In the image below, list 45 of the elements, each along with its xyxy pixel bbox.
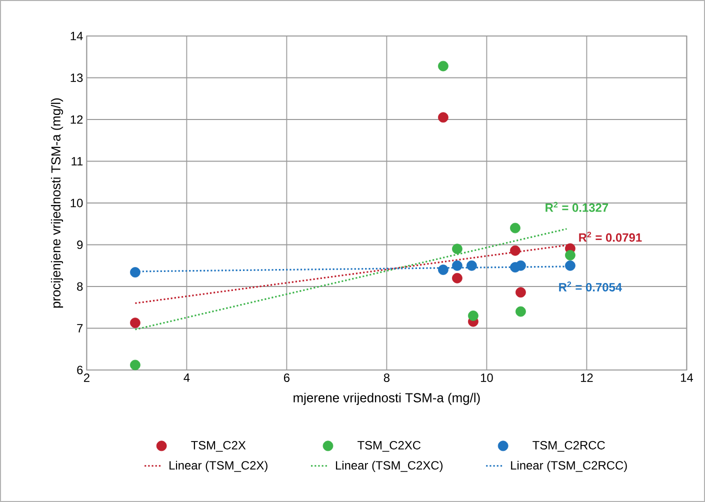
y-tick-label: 13 bbox=[70, 74, 83, 82]
x-axis-title: mjerene vrijednosti TSM-a (mg/l) bbox=[294, 392, 480, 405]
x-tick-label: 8 bbox=[384, 374, 390, 382]
x-tick-label: 6 bbox=[284, 374, 290, 382]
y-tick-label: 10 bbox=[70, 198, 83, 208]
point bbox=[565, 250, 576, 260]
point bbox=[452, 244, 462, 254]
legend-label: TSM_C2XC bbox=[358, 440, 421, 452]
y-tick-label: 7 bbox=[77, 324, 83, 332]
legend-label: Linear (TSM_C2X) bbox=[170, 460, 268, 472]
x-tick-label: 4 bbox=[184, 374, 190, 382]
y-tick-label: 12 bbox=[70, 115, 83, 124]
legend-label: Linear (TSM_C2RCC) bbox=[511, 460, 627, 472]
x-tick-label: 10 bbox=[480, 374, 493, 382]
point bbox=[468, 310, 478, 321]
y-tick-label: 8 bbox=[77, 282, 83, 291]
legend-label: Linear (TSM_C2XC) bbox=[336, 460, 443, 472]
legend-label: TSM_C2X bbox=[191, 440, 246, 452]
point bbox=[438, 112, 448, 123]
point bbox=[452, 272, 462, 284]
point bbox=[130, 360, 140, 370]
point bbox=[438, 60, 448, 72]
point bbox=[565, 260, 576, 271]
point bbox=[466, 260, 477, 271]
point bbox=[130, 267, 140, 278]
point bbox=[130, 318, 140, 328]
x-tick-label: 2 bbox=[84, 374, 90, 382]
point bbox=[510, 222, 520, 234]
x-tick-label: 12 bbox=[580, 374, 593, 382]
annotation: R$^{2}$ = 0.1327 bbox=[546, 202, 608, 212]
y-tick-label: 11 bbox=[72, 157, 83, 166]
point bbox=[510, 245, 520, 256]
legend-label: TSM_C2RCC bbox=[532, 440, 605, 452]
point bbox=[452, 260, 462, 271]
annotation: R$^{2}$ = 0.0791 bbox=[579, 232, 642, 242]
y-axis-title: procijenjene vrijednosti TSM-a (mg/l) bbox=[50, 98, 64, 308]
x-tick-label: 14 bbox=[680, 374, 693, 382]
annotation: R$^{2}$ = 0.7054 bbox=[559, 281, 622, 292]
point bbox=[516, 306, 526, 317]
y-tick-label: 9 bbox=[77, 240, 83, 249]
y-tick-label: 14 bbox=[70, 32, 83, 40]
point bbox=[516, 287, 526, 298]
point bbox=[438, 264, 448, 275]
y-tick-label: 6 bbox=[77, 366, 83, 374]
point bbox=[516, 260, 526, 271]
